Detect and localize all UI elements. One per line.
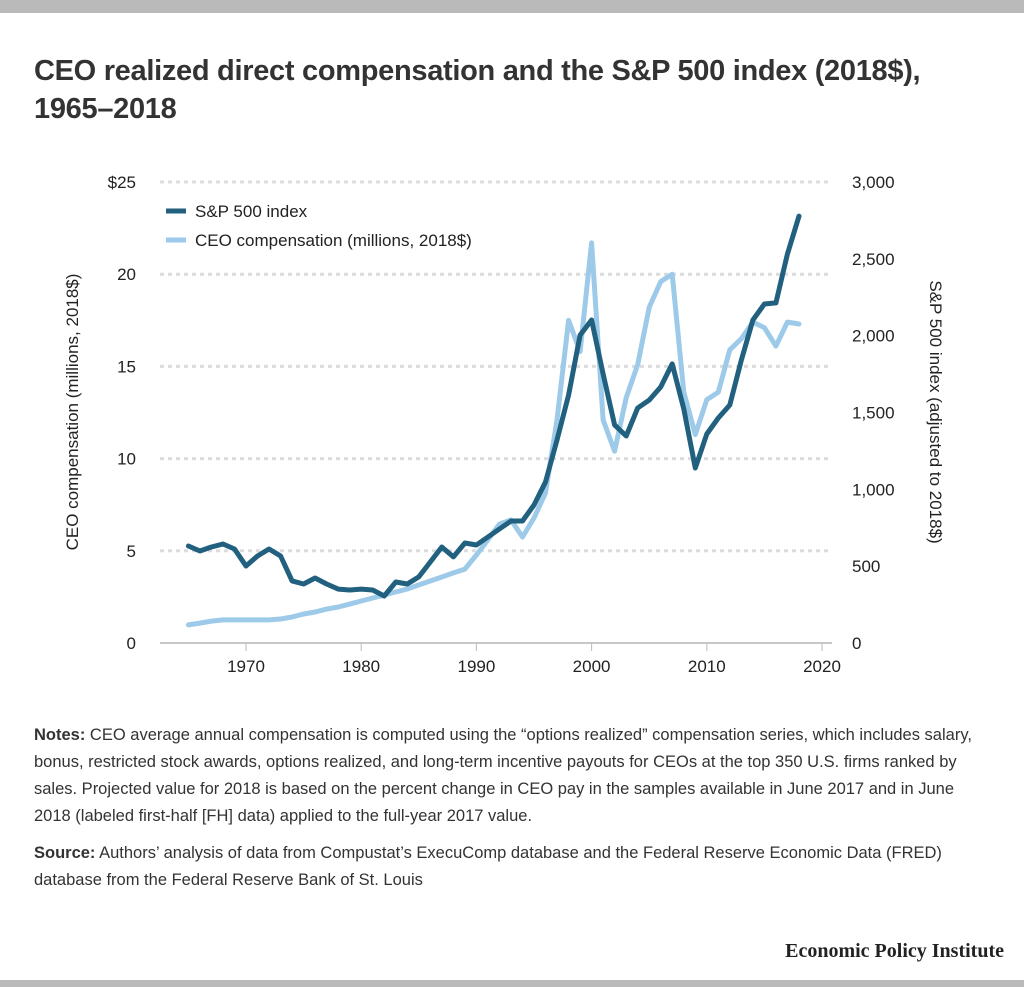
y-right-tick-label: 0 [852,634,861,653]
x-tick-label: 2010 [688,657,726,676]
y-left-tick-label: 10 [117,450,136,469]
gridlines [160,180,832,553]
legend-label-sp500: S&P 500 index [195,202,308,221]
y-axis-left-title: CEO compensation (millions, 2018$) [63,274,82,551]
bottom-border [0,980,1024,987]
epi-logo: Economic Policy Institute [785,940,1004,962]
top-border [0,0,1024,13]
y-right-tick-label: 3,000 [852,173,895,192]
series-lines [185,213,802,628]
x-tick-label: 1980 [342,657,380,676]
x-tick-label: 2000 [573,657,611,676]
y-right-tick-label: 500 [852,557,880,576]
y-right-tick-label: 1,000 [852,480,895,499]
series-line-sp500 [185,213,802,599]
y-left-tick-label: $25 [108,173,136,192]
x-axis: 1970 1980 1990 2000 2010 2020 [160,642,841,676]
x-tick-label: 1990 [457,657,495,676]
legend: S&P 500 index CEO compensation (millions… [166,202,472,250]
y-right-tick-label: 1,500 [852,404,895,423]
source-text: Authors’ analysis of data from Compustat… [34,844,942,889]
notes-text: CEO average annual compensation is compu… [34,726,972,825]
y-left-tick-label: 15 [117,357,136,376]
source-label: Source: [34,844,96,862]
line-chart: 1970 1980 1990 2000 2010 2020 0 5 10 15 20 $25 0 50… [63,173,945,676]
y-right-tick-label: 2,500 [852,250,895,269]
notes-section: Notes: CEO average annual compensation i… [34,722,994,904]
chart-title: CEO realized direct compensation and the… [34,55,921,125]
y-axis-right: 0 500 1,000 1,500 2,000 2,500 3,000 [852,173,895,653]
notes-paragraph: Notes: CEO average annual compensation i… [34,722,994,830]
notes-label: Notes: [34,726,86,744]
y-axis-left: 0 5 10 15 20 $25 [108,173,136,653]
x-tick-label: 1970 [227,657,265,676]
y-left-tick-label: 5 [127,542,136,561]
x-tick-label: 2020 [803,657,841,676]
source-paragraph: Source: Authors’ analysis of data from C… [34,840,994,894]
y-left-tick-label: 0 [127,634,136,653]
y-right-tick-label: 2,000 [852,327,895,346]
legend-label-ceo-compensation: CEO compensation (millions, 2018$) [195,231,472,250]
y-axis-right-title: S&P 500 index (adjusted to 2018$) [926,280,945,543]
y-left-tick-label: 20 [117,265,136,284]
